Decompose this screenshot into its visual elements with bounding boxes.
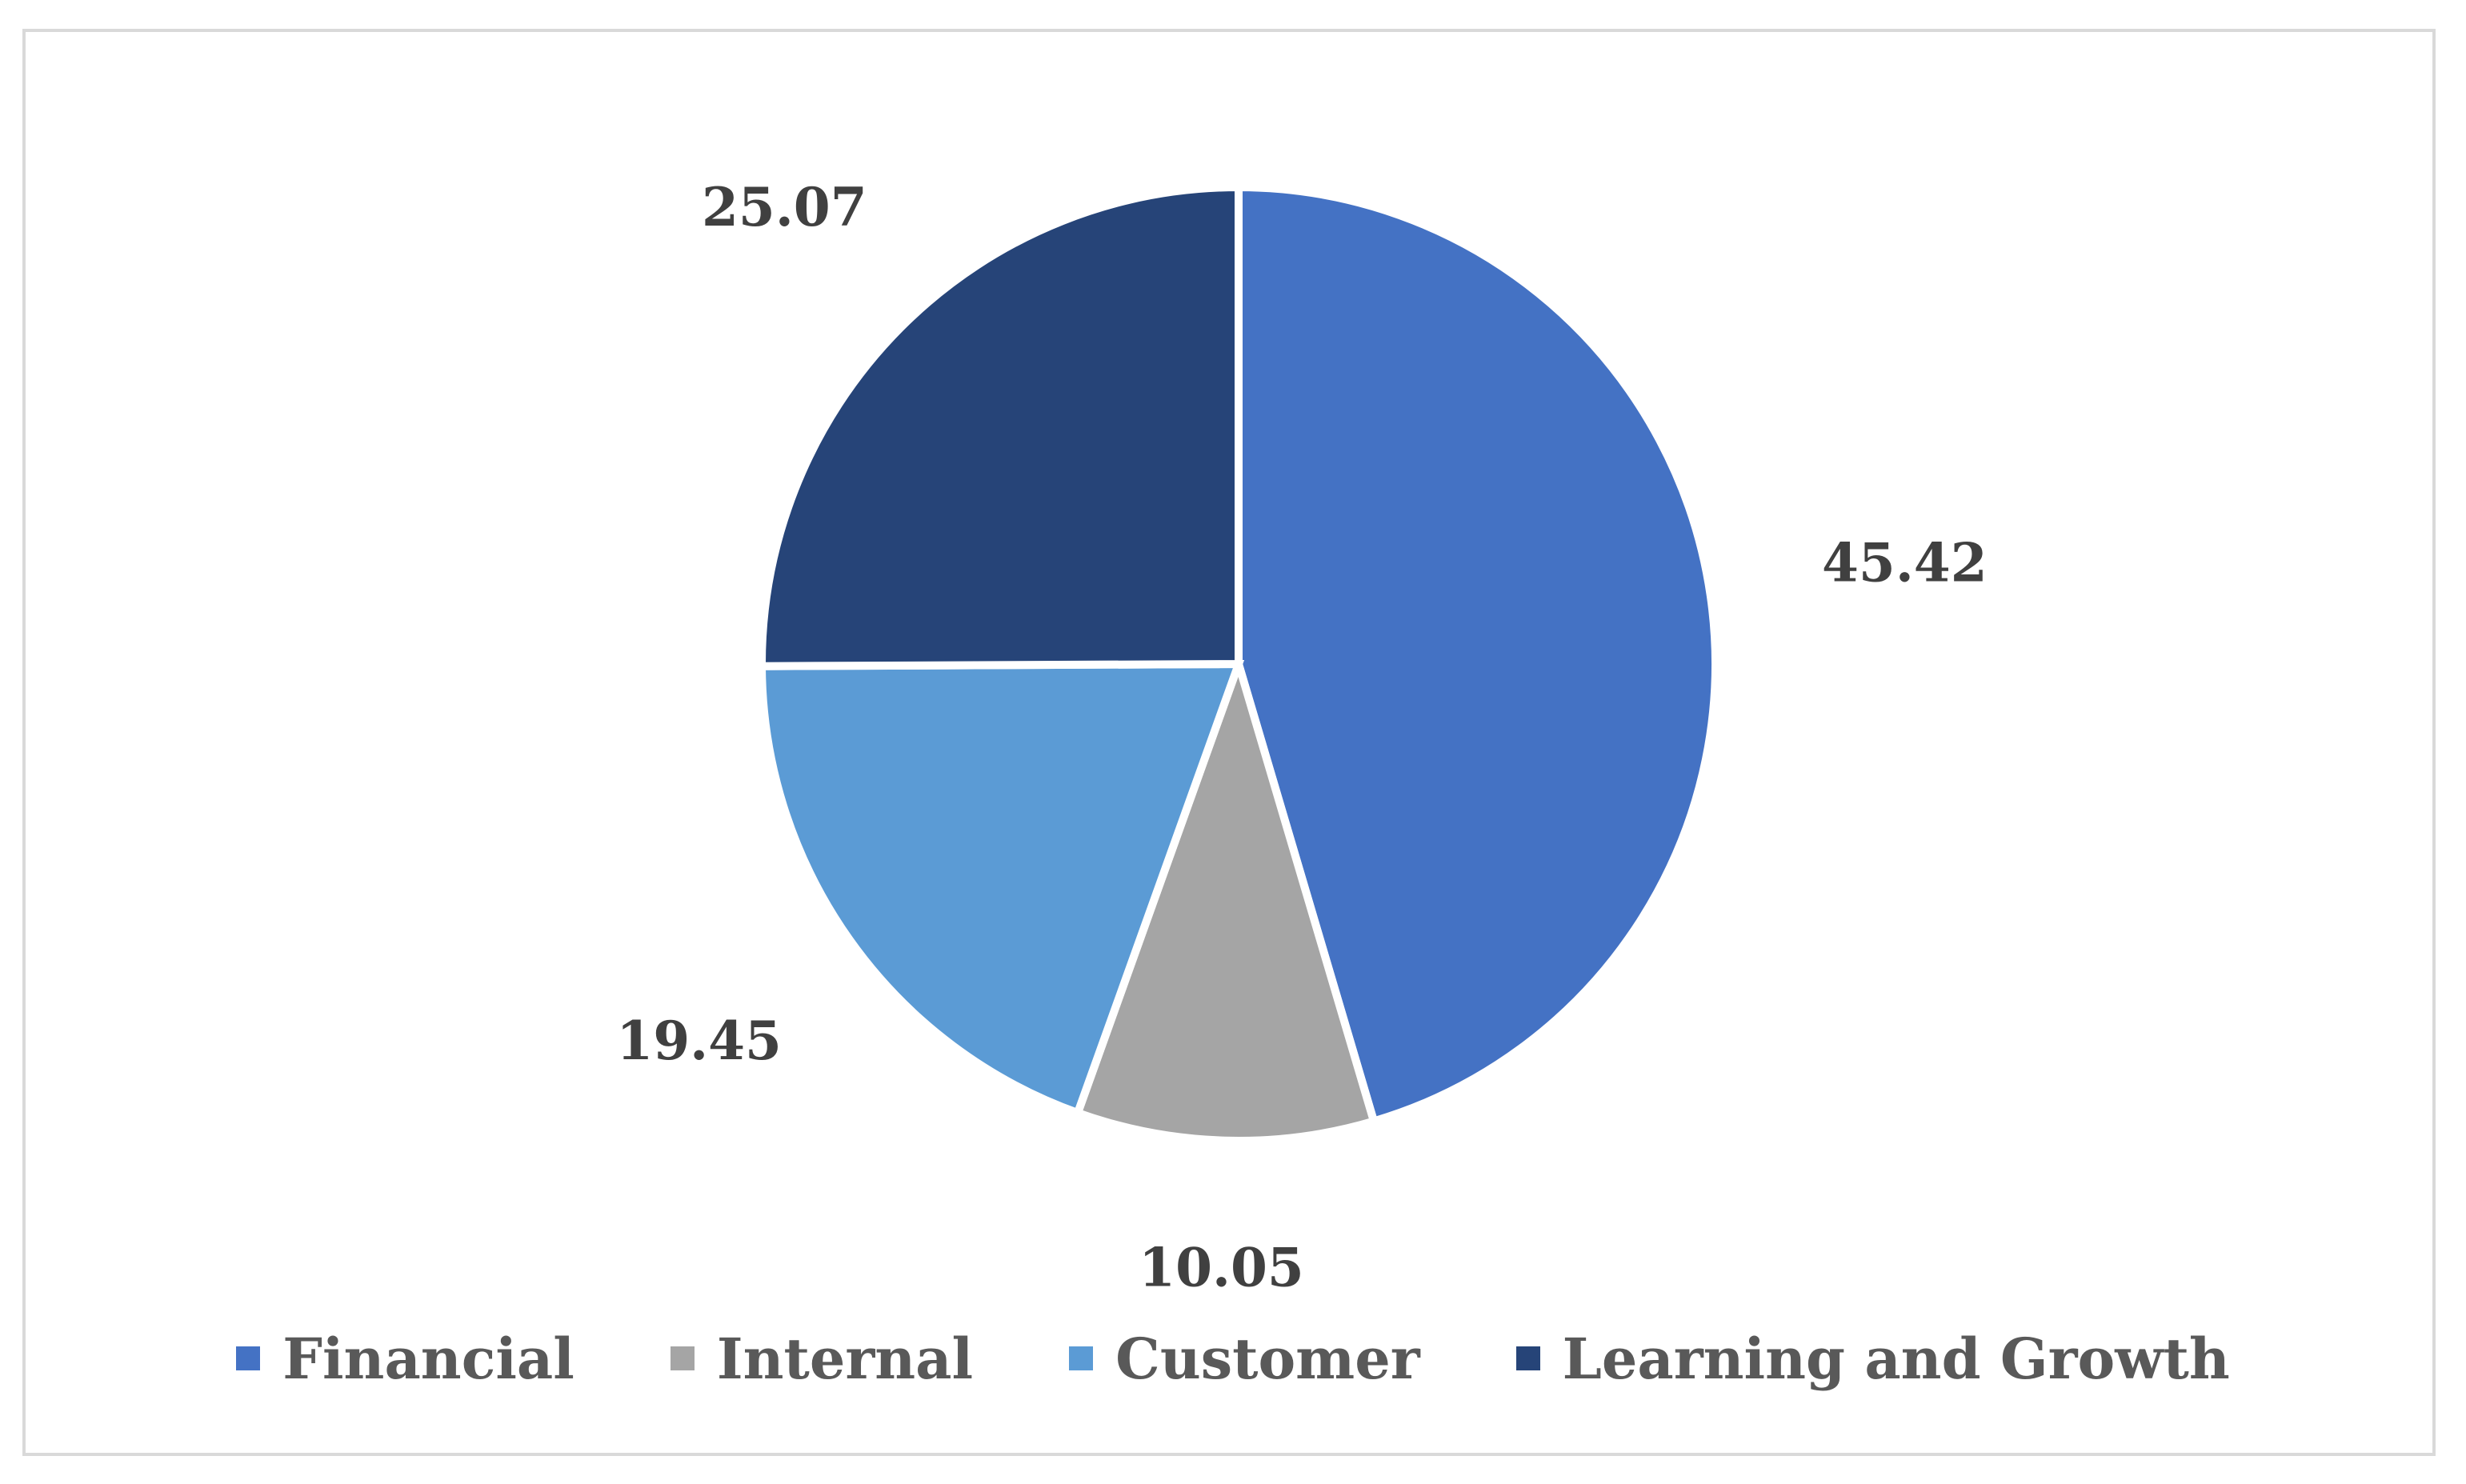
data-label-customer: 19.45: [616, 1010, 782, 1072]
legend-item-learning-and-growth: Learning and Growth: [1515, 1325, 2230, 1392]
pie-slice-internal: [1072, 650, 1379, 1145]
data-label-learning-and-growth: 25.07: [702, 176, 867, 238]
legend-label-financial: Financial: [282, 1325, 574, 1392]
legend-item-internal: Internal: [670, 1325, 974, 1392]
pie-slice-customer: [757, 659, 1245, 1118]
legend-swatch-financial: [236, 1346, 261, 1370]
legend: Financial Internal Customer Learning and…: [0, 1318, 2466, 1398]
legend-swatch-learning-and-growth: [1515, 1346, 1540, 1370]
legend-swatch-internal: [670, 1346, 695, 1370]
legend-item-customer: Customer: [1069, 1326, 1420, 1392]
legend-label-learning-and-growth: Learning and Growth: [1562, 1325, 2230, 1392]
pie-slice-learning-and-growth: [758, 182, 1243, 670]
legend-label-internal: Internal: [716, 1325, 974, 1392]
legend-item-financial: Financial: [236, 1326, 574, 1392]
legend-label-customer: Customer: [1115, 1325, 1420, 1392]
legend-swatch-customer: [1069, 1346, 1094, 1370]
pie-slice-financial: [1235, 182, 1719, 1126]
data-label-internal: 10.05: [1139, 1237, 1304, 1299]
data-label-financial: 45.42: [1822, 532, 1988, 594]
